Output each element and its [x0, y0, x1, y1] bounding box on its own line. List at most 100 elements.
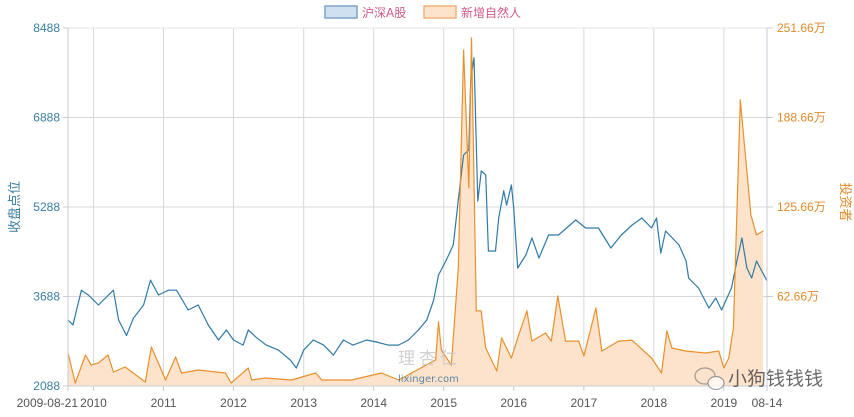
data-point — [264, 377, 266, 379]
data-point — [583, 355, 585, 357]
data-point — [480, 170, 482, 172]
data-point — [242, 344, 244, 346]
data-point — [666, 330, 668, 332]
x-axis-tick-label: 2016 — [500, 396, 527, 410]
data-point — [452, 244, 454, 246]
data-point — [256, 337, 258, 339]
x-axis-tick-label: 08-14 — [752, 396, 783, 410]
data-point — [175, 289, 178, 291]
data-point — [715, 297, 717, 299]
data-point — [739, 99, 741, 101]
watermarks: 理杏仁 lixinger.com 小狗钱钱钱 — [398, 349, 823, 391]
data-point — [118, 319, 120, 321]
data-point — [601, 350, 603, 352]
watermark-site-logo: 理杏仁 — [398, 349, 461, 369]
data-point — [498, 217, 500, 219]
data-point — [708, 307, 710, 309]
data-point — [518, 334, 520, 336]
legend-item-1[interactable]: 新增自然人 — [423, 5, 521, 20]
data-point — [312, 339, 314, 341]
data-point — [526, 310, 528, 312]
data-point — [487, 250, 489, 252]
legend-label: 新增自然人 — [461, 5, 521, 20]
watermark-site-url: lixinger.com — [398, 374, 459, 385]
data-point — [321, 379, 323, 381]
data-point — [225, 329, 228, 331]
data-point — [730, 287, 733, 289]
data-point — [664, 230, 667, 232]
left-axis-tick-label: 5288 — [33, 200, 60, 214]
data-point — [610, 247, 612, 249]
data-point — [167, 289, 170, 291]
x-axis-tick-label: 2012 — [220, 396, 247, 410]
data-point — [650, 227, 653, 229]
legend-swatch — [324, 5, 358, 19]
data-point — [157, 362, 159, 364]
right-axis-tick-label: 62.66万 — [777, 290, 819, 304]
data-point — [230, 382, 232, 384]
x-axis-tick-label: 2013 — [290, 396, 317, 410]
data-point — [678, 244, 680, 246]
data-point — [247, 367, 249, 369]
data-point — [448, 254, 450, 256]
data-point — [762, 230, 764, 232]
right-axis-title: 投资者 — [837, 182, 853, 221]
data-point — [538, 257, 540, 259]
data-point — [251, 379, 253, 381]
data-point — [457, 199, 459, 201]
data-point — [417, 329, 419, 331]
data-point — [303, 349, 305, 351]
data-point — [463, 154, 465, 156]
data-point — [387, 344, 389, 346]
data-point — [291, 379, 293, 381]
data-point — [397, 344, 400, 346]
data-point — [398, 379, 400, 381]
data-point — [671, 347, 673, 349]
axes: 2088 3688 5288 6888 8488 62.66万 125.66万 188.66万… — [7, 21, 853, 410]
data-point — [352, 344, 354, 346]
data-point — [503, 190, 505, 192]
data-point — [620, 234, 622, 236]
left-axis-tick-label: 3688 — [33, 290, 60, 304]
data-point — [437, 321, 440, 323]
data-point — [687, 277, 690, 279]
data-point — [107, 294, 110, 296]
x-axis-tick-label: 2018 — [641, 396, 668, 410]
data-point — [477, 200, 479, 202]
data-point — [232, 339, 235, 341]
x-axis-tick-label: 2011 — [151, 396, 177, 410]
left-axis-tick-label: 8488 — [33, 21, 60, 35]
data-point — [224, 372, 227, 374]
data-point — [197, 369, 199, 371]
data-point — [450, 364, 452, 366]
legend[interactable]: 沪深A股 新增自然人 — [324, 5, 521, 20]
data-point — [470, 37, 473, 39]
data-point — [468, 187, 470, 189]
data-point — [510, 357, 512, 359]
data-point — [92, 299, 95, 301]
data-point — [557, 295, 559, 297]
data-point — [494, 250, 497, 252]
data-point — [513, 207, 515, 209]
data-point — [380, 372, 382, 374]
data-point — [718, 350, 720, 352]
legend-item-0[interactable]: 沪深A股 — [324, 5, 406, 20]
data-point — [500, 337, 503, 339]
data-point — [751, 277, 753, 279]
data-point — [342, 339, 344, 341]
data-point — [217, 339, 220, 341]
data-point — [720, 309, 723, 311]
data-point — [473, 57, 475, 59]
data-point — [496, 370, 498, 372]
data-point — [755, 260, 758, 262]
data-point — [435, 359, 437, 361]
data-point — [247, 329, 249, 331]
data-point — [547, 234, 550, 236]
data-point — [505, 204, 508, 206]
data-point — [631, 339, 633, 341]
data-point — [510, 184, 512, 186]
x-axis-tick-label: 2017 — [571, 396, 598, 410]
data-point — [531, 340, 533, 342]
data-point — [660, 372, 663, 374]
